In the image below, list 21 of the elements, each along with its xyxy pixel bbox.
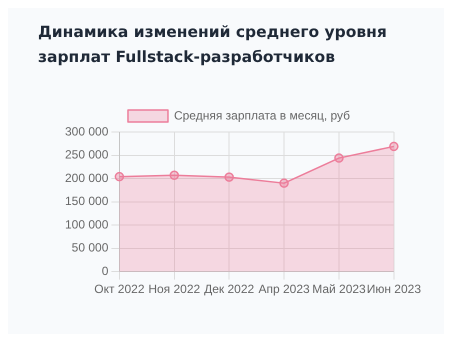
- x-tick-label: Дек 2022: [204, 282, 255, 296]
- point: [114, 172, 124, 182]
- legend-label: Средняя зарплата в месяц, руб: [174, 108, 350, 122]
- y-tick-label: 100 000: [64, 217, 109, 232]
- chart-title: Динамика изменений среднего уровня зарплат Fullstack-разработчиков: [38, 22, 388, 68]
- x-tick-label: Май 2023: [312, 282, 366, 296]
- y-tick-label: 250 000: [64, 148, 109, 162]
- x-tick-label: Апр 2023: [258, 282, 310, 296]
- point: [279, 178, 289, 188]
- point: [334, 153, 344, 163]
- x-tick-label: Окт 2022: [94, 282, 145, 296]
- point: [224, 172, 234, 182]
- point: [170, 170, 180, 180]
- x-tick-label: Июн 2023: [366, 282, 422, 296]
- y-tick-label: 200 000: [64, 170, 109, 185]
- x-tick-label: Ноя 2022: [148, 282, 201, 296]
- y-tick-label: 50 000: [72, 240, 109, 255]
- y-tick-label: 300 000: [64, 124, 109, 138]
- y-tick-label: 150 000: [64, 194, 109, 208]
- y-tick-label: 0: [102, 264, 109, 278]
- point: [389, 142, 399, 152]
